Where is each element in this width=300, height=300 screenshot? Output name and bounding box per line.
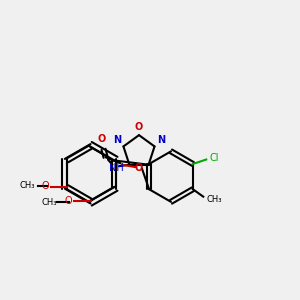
Text: O: O — [135, 122, 143, 132]
Text: O: O — [134, 163, 142, 173]
Text: N: N — [113, 135, 121, 145]
Text: O: O — [64, 196, 72, 206]
Text: O: O — [98, 134, 106, 144]
Text: NH: NH — [109, 163, 123, 173]
Text: O: O — [41, 181, 49, 191]
Text: CH₃: CH₃ — [20, 181, 35, 190]
Text: Cl: Cl — [209, 153, 219, 163]
Text: CH₃: CH₃ — [41, 197, 57, 206]
Text: CH₃: CH₃ — [206, 195, 222, 204]
Text: N: N — [157, 135, 165, 145]
